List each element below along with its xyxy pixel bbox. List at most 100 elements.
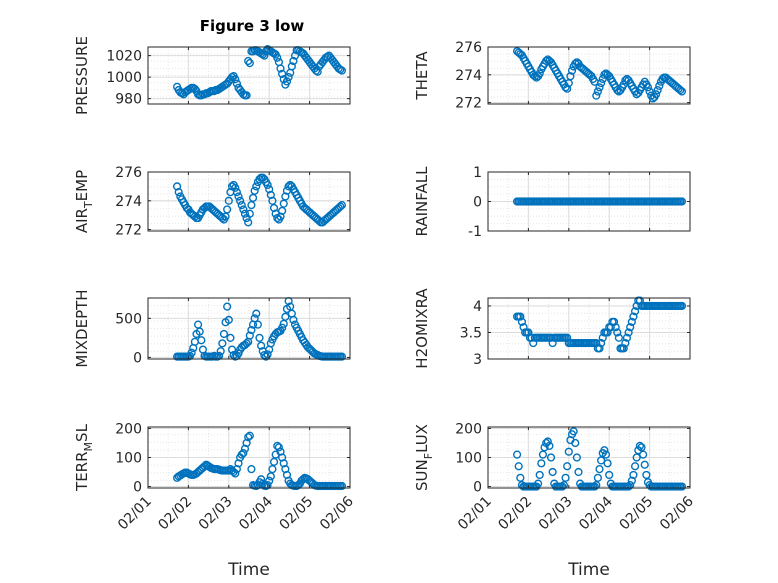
data-point: [626, 323, 635, 332]
data-point: [514, 462, 523, 471]
y-tick-label: 3: [473, 352, 482, 368]
data-point: [533, 479, 543, 488]
y-tick-label: 272: [115, 223, 142, 239]
axes-box: [147, 297, 351, 360]
x-tick-label: 02/04: [236, 493, 276, 533]
y-axis-label: THETA: [413, 51, 431, 101]
data-point: [640, 460, 649, 469]
data-point: [218, 339, 227, 348]
data-point: [635, 441, 645, 450]
data-point: [548, 467, 557, 477]
data-point: [561, 473, 570, 482]
data-point: [250, 186, 259, 195]
x-tick-label: 02/06: [657, 493, 697, 533]
data-point: [622, 333, 632, 342]
y-tick-label: 272: [455, 96, 482, 112]
y-tick-label: -1: [468, 224, 482, 240]
data-point: [677, 301, 687, 311]
y-tick-label: 3.5: [460, 325, 482, 341]
y-axis-label-tail: LUX: [413, 424, 431, 453]
data-point: [247, 465, 256, 474]
data-point: [229, 350, 238, 360]
y-axis-label-main: TERR: [73, 451, 91, 492]
data-point: [600, 446, 609, 455]
data-point: [265, 476, 274, 485]
y-tick-label: 0: [473, 195, 482, 211]
data-point: [605, 470, 614, 480]
y-tick-label: 274: [455, 68, 482, 84]
data-point: [639, 450, 648, 459]
data-point: [237, 200, 246, 210]
data-point: [234, 192, 243, 201]
y-tick-label: 100: [115, 451, 142, 467]
y-axis-label-main: THETA: [413, 51, 431, 101]
y-tick-label: 100: [455, 451, 482, 467]
y-axis-label: SUNFLUX: [413, 424, 435, 491]
x-tick-label: 02/05: [277, 494, 317, 534]
x-tick-label: 02/04: [576, 493, 616, 533]
data-point: [245, 59, 254, 68]
data-point: [609, 317, 619, 326]
subplot-pressure: 980 1000 1020 PRESSURE: [73, 36, 351, 115]
data-point: [273, 53, 282, 62]
x-tick-label: 02/06: [317, 493, 357, 533]
data-point: [276, 64, 285, 73]
data-point: [253, 320, 262, 329]
data-point: [260, 51, 269, 60]
x-tick-label: 02/02: [155, 494, 195, 534]
data-point: [223, 302, 232, 311]
subplot-h2omixra: 3 3.5 4 H2OMIXRA: [413, 288, 691, 369]
data-point: [512, 450, 522, 459]
data-point: [278, 206, 287, 215]
data-point: [274, 443, 283, 452]
data-point: [613, 328, 622, 337]
y-tick-label: 0: [473, 480, 482, 496]
data-point: [593, 473, 602, 482]
y-axis-label-tail: SL: [73, 423, 91, 442]
axes-box: [487, 297, 691, 360]
data-point: [629, 312, 638, 321]
subplot-terr: 0 100 200 TERRMSL 02/01 02/02 02/03 02/04 02/05 0…: [73, 421, 357, 580]
x-tick-label: 02/01: [455, 494, 495, 534]
data-point: [284, 73, 293, 82]
x-tick-label: 02/01: [115, 494, 155, 534]
data-point: [260, 350, 269, 360]
y-axis-label: PRESSURE: [73, 36, 91, 115]
data-point: [289, 315, 298, 324]
x-tick-label: 02/05: [617, 494, 657, 534]
data-point: [630, 307, 640, 316]
y-tick-label: 980: [115, 92, 142, 108]
data-point: [337, 66, 347, 75]
x-axis-label: Time: [567, 560, 610, 580]
data-point: [564, 447, 573, 456]
data-point: [232, 79, 241, 88]
data-point: [537, 459, 546, 468]
axes-box: [147, 46, 351, 105]
subplot-mixdepth: 0 500 MIXDEPTH: [73, 289, 351, 368]
data-point: [269, 457, 279, 466]
data-point: [677, 197, 687, 206]
data-point: [263, 350, 272, 359]
y-axis-label: H2OMIXRA: [413, 288, 431, 369]
data-point: [289, 56, 298, 66]
data-point: [278, 323, 287, 332]
data-point: [595, 344, 604, 353]
subplot-air: 272 274 276 AIRTEMP: [73, 165, 351, 239]
data-point: [677, 482, 687, 491]
data-point: [645, 87, 654, 96]
y-tick-label: 276: [455, 40, 482, 56]
x-axis-label: Time: [227, 560, 270, 580]
data-point: [245, 331, 254, 340]
y-axis-label: AIRTEMP: [73, 170, 95, 233]
data-point: [563, 462, 572, 471]
data-point: [240, 209, 250, 218]
y-tick-label: 500: [115, 311, 142, 327]
data-point: [219, 329, 229, 339]
data-point: [600, 70, 609, 79]
data-point: [313, 67, 322, 76]
data-point: [197, 336, 206, 345]
data-point: [545, 441, 554, 450]
data-point: [223, 205, 232, 214]
data-point: [642, 470, 651, 480]
data-point: [226, 333, 235, 342]
